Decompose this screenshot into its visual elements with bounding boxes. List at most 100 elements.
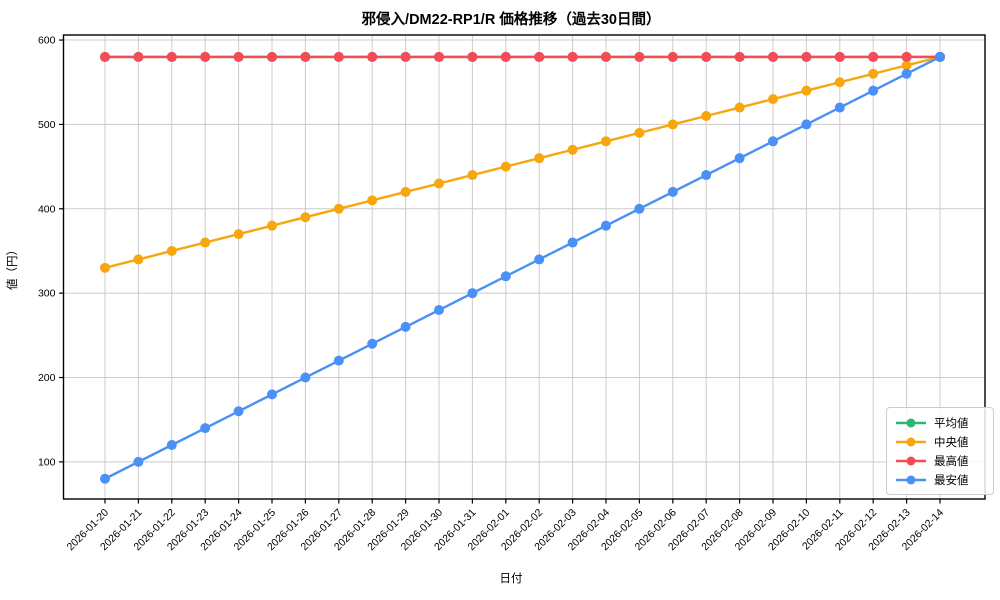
data-point-3 [133, 456, 144, 467]
data-point-3 [701, 170, 712, 181]
data-point-3 [734, 153, 745, 164]
legend-item-0: 平均値 [896, 415, 984, 431]
data-point-2 [667, 51, 678, 62]
data-point-2 [434, 51, 444, 62]
data-point-1 [901, 60, 912, 71]
data-point-3 [233, 406, 244, 417]
data-point-1 [100, 262, 110, 273]
series-line-1 [104, 55, 941, 270]
data-point-1 [601, 136, 611, 147]
data-point-3 [267, 389, 277, 400]
data-point-2 [200, 51, 211, 62]
data-point-2 [233, 51, 244, 62]
data-point-2 [868, 51, 879, 62]
legend-item-2: 最高値 [896, 453, 984, 469]
x-axis-label: 日付 [500, 572, 523, 585]
data-point-1 [868, 68, 879, 79]
data-point-3 [601, 220, 611, 231]
data-point-2 [901, 51, 912, 62]
data-point-1 [267, 220, 277, 231]
data-point-1 [768, 94, 778, 105]
data-point-2 [100, 51, 110, 62]
legend-marker [906, 456, 916, 466]
chart-root: 1002003004005006002026-01-202026-01-2120… [38, 34, 986, 553]
data-point-2 [133, 51, 144, 62]
data-point-1 [567, 144, 578, 155]
data-point-3 [367, 338, 378, 349]
data-point-2 [834, 51, 845, 62]
data-point-1 [200, 237, 211, 248]
legend-swatch [896, 475, 926, 485]
axes-box [62, 34, 986, 500]
data-point-3 [200, 423, 211, 434]
data-point-2 [768, 51, 778, 62]
data-point-1 [834, 77, 845, 88]
data-point-2 [367, 51, 378, 62]
data-point-2 [300, 51, 311, 62]
series-line-3 [104, 55, 941, 480]
legend-item-1: 中央値 [896, 434, 984, 450]
data-point-3 [467, 288, 478, 299]
data-point-2 [166, 51, 177, 62]
y-tick-label: 300 [38, 288, 56, 300]
data-point-2 [534, 51, 545, 62]
data-point-2 [267, 51, 277, 62]
legend-swatch [896, 456, 926, 466]
data-point-1 [801, 85, 812, 96]
data-point-3 [901, 68, 912, 79]
legend-marker [906, 418, 916, 428]
data-point-3 [300, 372, 311, 383]
y-tick-label: 100 [38, 456, 56, 468]
y-tick-label: 600 [38, 35, 56, 47]
legend-label: 最安値 [934, 475, 969, 487]
data-point-3 [567, 237, 578, 248]
legend-swatch [896, 437, 926, 447]
data-point-1 [500, 161, 511, 172]
data-point-3 [935, 51, 945, 62]
data-point-2 [467, 51, 478, 62]
data-point-3 [768, 136, 778, 147]
legend-label: 中央値 [934, 437, 969, 449]
data-point-3 [868, 85, 879, 96]
data-point-3 [500, 271, 511, 282]
legend-item-3: 最安値 [896, 472, 984, 488]
data-point-3 [634, 203, 645, 214]
legend: 平均値中央値最高値最安値 [886, 407, 994, 495]
data-point-1 [467, 170, 478, 181]
data-point-2 [400, 51, 411, 62]
data-point-3 [100, 473, 110, 484]
data-point-2 [567, 51, 578, 62]
data-point-1 [734, 102, 745, 113]
legend-marker [906, 437, 916, 447]
legend-swatch [896, 418, 926, 428]
data-point-1 [667, 119, 678, 130]
data-point-1 [434, 178, 444, 189]
data-point-3 [534, 254, 545, 265]
data-point-1 [300, 212, 311, 223]
data-point-1 [233, 229, 244, 240]
legend-label: 平均値 [934, 418, 969, 430]
y-tick-label: 400 [38, 203, 56, 215]
data-point-3 [333, 355, 344, 366]
data-point-2 [333, 51, 344, 62]
y-axis-label: 値（円） [6, 244, 19, 290]
data-point-1 [367, 195, 378, 206]
data-point-2 [634, 51, 645, 62]
legend-marker [906, 475, 916, 485]
data-point-3 [434, 305, 444, 316]
data-point-1 [634, 127, 645, 138]
data-point-3 [667, 186, 678, 197]
data-point-1 [534, 153, 545, 164]
y-tick-label: 200 [38, 372, 56, 384]
data-point-2 [500, 51, 511, 62]
data-point-3 [400, 321, 411, 332]
data-point-3 [166, 440, 177, 451]
y-tick-label: 500 [38, 119, 56, 131]
data-point-1 [166, 245, 177, 256]
data-point-1 [701, 110, 712, 121]
data-point-2 [734, 51, 745, 62]
data-point-1 [400, 186, 411, 197]
data-point-1 [133, 254, 144, 265]
